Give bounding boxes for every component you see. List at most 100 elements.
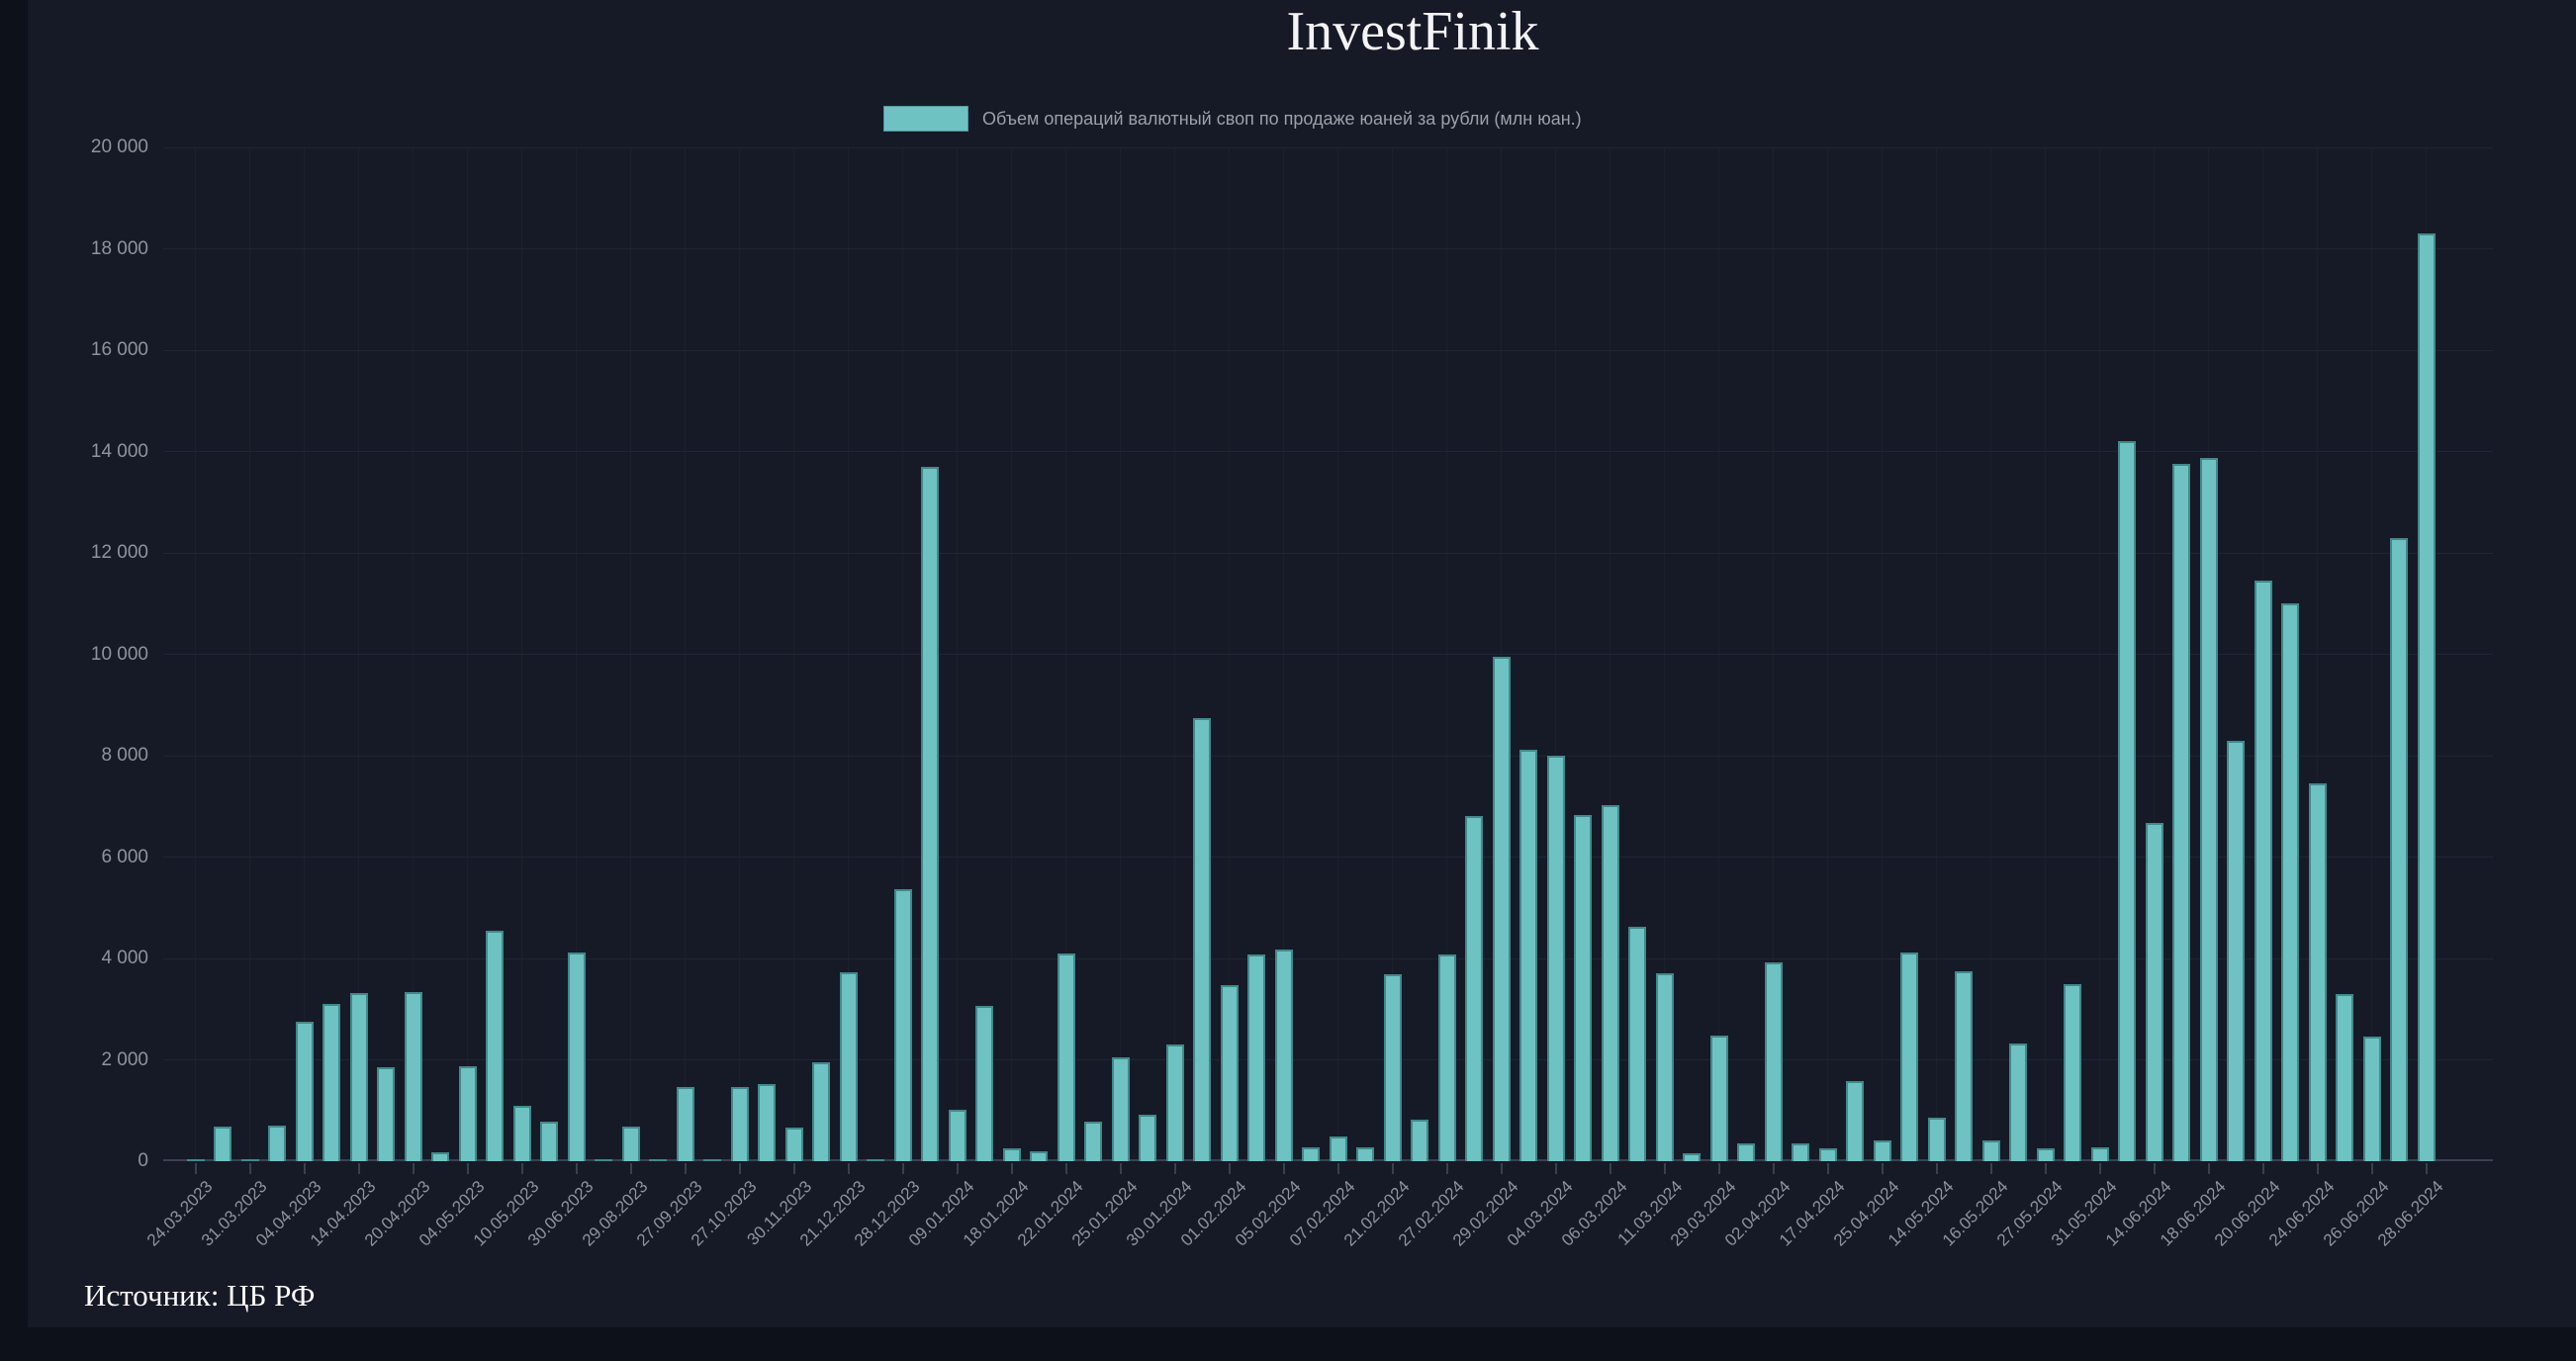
bar[interactable] (2036, 1148, 2055, 1161)
x-axis-tick (1064, 1163, 1067, 1174)
x-axis-tick (2261, 1163, 2264, 1174)
bar[interactable] (1764, 962, 1783, 1161)
bar[interactable] (1655, 973, 1674, 1161)
bar[interactable] (268, 1126, 286, 1161)
bar[interactable] (214, 1127, 231, 1161)
bar[interactable] (1111, 1057, 1130, 1161)
bar[interactable] (1329, 1136, 1347, 1161)
bar[interactable] (1411, 1120, 1428, 1161)
bar[interactable] (349, 993, 368, 1161)
bar[interactable] (2009, 1043, 2027, 1161)
bar[interactable] (1030, 1151, 1048, 1161)
bar[interactable] (1247, 954, 1265, 1161)
bar[interactable] (377, 1067, 395, 1161)
bar[interactable] (2118, 441, 2136, 1161)
bar[interactable] (1818, 1148, 1837, 1161)
bar[interactable] (2417, 233, 2436, 1161)
x-axis-tick (1609, 1163, 1611, 1174)
bar[interactable] (1519, 750, 1537, 1161)
bar[interactable] (1981, 1140, 2000, 1161)
bar[interactable] (2227, 741, 2245, 1161)
bar[interactable] (1139, 1115, 1156, 1161)
bar[interactable] (1193, 718, 1211, 1161)
bar[interactable] (2172, 464, 2190, 1161)
bar[interactable] (921, 467, 939, 1161)
bar[interactable] (621, 1127, 640, 1161)
bar[interactable] (1574, 815, 1592, 1161)
bar[interactable] (1628, 927, 1646, 1161)
bar[interactable] (322, 1004, 340, 1161)
bar[interactable] (540, 1122, 558, 1161)
bar[interactable] (295, 1022, 314, 1161)
bar[interactable] (1927, 1118, 1946, 1161)
x-axis-tick (1717, 1163, 1720, 1174)
legend-swatch-icon[interactable] (883, 106, 968, 132)
horizontal-gridline (163, 451, 2493, 452)
bar[interactable] (703, 1159, 721, 1161)
bar[interactable] (240, 1159, 259, 1161)
x-axis-tick (1663, 1163, 1666, 1174)
bar[interactable] (2281, 603, 2299, 1161)
bar[interactable] (2390, 538, 2408, 1161)
bar[interactable] (1546, 756, 1565, 1161)
bar[interactable] (1274, 950, 1293, 1161)
y-axis-label: 0 (138, 1150, 148, 1171)
bar[interactable] (1792, 1143, 1809, 1161)
bar[interactable] (649, 1159, 667, 1161)
bar[interactable] (2199, 458, 2218, 1161)
bar[interactable] (1955, 971, 1973, 1161)
bar[interactable] (404, 992, 422, 1161)
horizontal-gridline (163, 857, 2493, 858)
bar[interactable] (2308, 783, 2327, 1161)
bar[interactable] (2362, 1037, 2381, 1161)
bar[interactable] (758, 1084, 776, 1161)
bar[interactable] (1846, 1081, 1864, 1161)
bar[interactable] (2336, 994, 2353, 1161)
bar[interactable] (2064, 984, 2081, 1161)
bar[interactable] (486, 931, 504, 1161)
bar[interactable] (1220, 985, 1239, 1161)
bar[interactable] (1165, 1044, 1184, 1161)
bar[interactable] (458, 1066, 477, 1161)
bar[interactable] (567, 953, 586, 1161)
bar[interactable] (839, 972, 858, 1161)
horizontal-gridline (163, 654, 2493, 655)
bar[interactable] (867, 1159, 884, 1161)
bar[interactable] (1683, 1153, 1701, 1161)
bar[interactable] (2145, 823, 2163, 1161)
bar[interactable] (1873, 1140, 1891, 1161)
bar[interactable] (1900, 953, 1918, 1161)
bar[interactable] (2254, 581, 2272, 1161)
bar[interactable] (1437, 954, 1456, 1161)
bar[interactable] (512, 1106, 531, 1161)
y-axis-label: 10 000 (90, 643, 148, 665)
bar[interactable] (1057, 953, 1075, 1161)
legend[interactable]: Объем операций валютный своп по продаже … (883, 106, 1582, 132)
bar[interactable] (676, 1087, 694, 1161)
bar[interactable] (1383, 974, 1402, 1161)
bar[interactable] (1492, 657, 1511, 1161)
x-axis-tick (738, 1163, 741, 1174)
bar[interactable] (1002, 1148, 1021, 1161)
bar[interactable] (1302, 1147, 1320, 1161)
bar[interactable] (2090, 1147, 2109, 1161)
bar[interactable] (595, 1159, 612, 1161)
bar[interactable] (975, 1006, 993, 1161)
bar[interactable] (1356, 1147, 1374, 1161)
bar[interactable] (893, 889, 912, 1161)
bar[interactable] (1709, 1036, 1728, 1161)
x-axis-tick (629, 1163, 632, 1174)
bar[interactable] (1601, 805, 1619, 1161)
x-axis-tick (248, 1163, 251, 1174)
bar[interactable] (186, 1159, 205, 1161)
bar[interactable] (431, 1152, 449, 1161)
bar[interactable] (812, 1062, 830, 1161)
bar[interactable] (1084, 1122, 1102, 1161)
bar[interactable] (1737, 1143, 1755, 1161)
x-axis-tick (2044, 1163, 2047, 1174)
bar[interactable] (784, 1128, 803, 1161)
x-axis-tick (1391, 1163, 1394, 1174)
bar[interactable] (1465, 816, 1483, 1161)
bar[interactable] (948, 1110, 966, 1161)
bar[interactable] (730, 1087, 749, 1161)
